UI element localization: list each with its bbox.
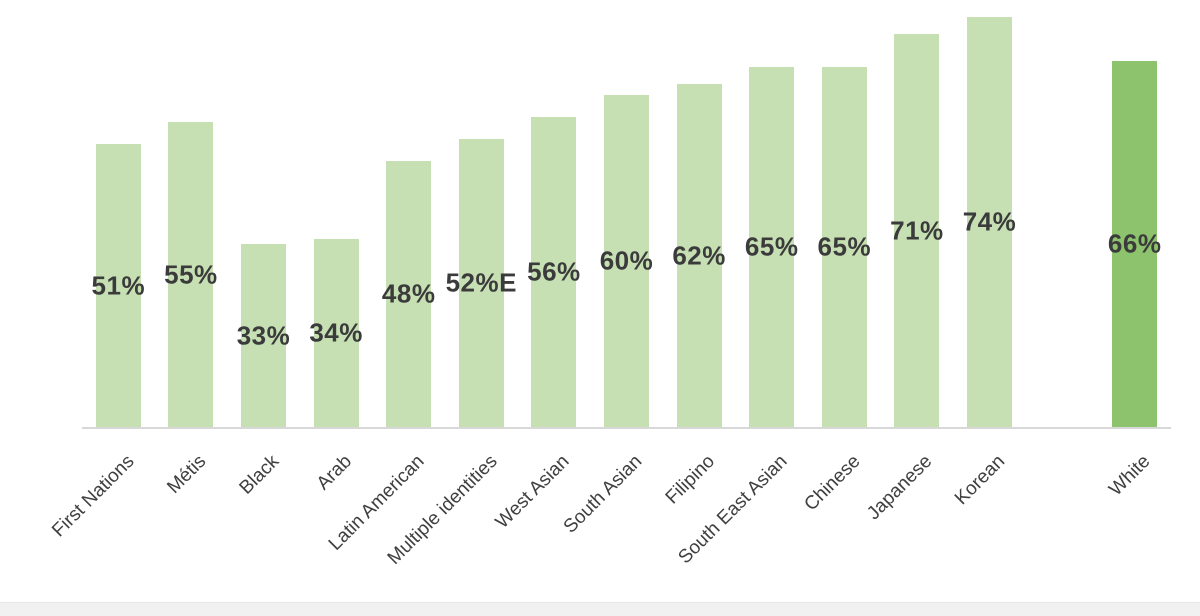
bar-black [241, 244, 286, 427]
bar-value-label-south-asian: 60% [599, 245, 654, 276]
bar-value-label-japanese: 71% [890, 215, 944, 245]
bar-japanese [894, 34, 940, 427]
bar-latin-american [386, 161, 432, 427]
bar-value-label-first-nations: 51% [91, 270, 146, 300]
bar-filipino [676, 84, 722, 427]
bar-chinese [821, 67, 867, 427]
bar-m-tis [168, 122, 214, 427]
bar-value-label-korean: 74% [962, 206, 1017, 237]
bar-value-label-m-tis: 55% [164, 259, 218, 289]
x-axis-label-south-asian: South Asian [559, 451, 647, 538]
x-axis-label-white: White [1105, 451, 1155, 501]
bar-multiple-identities [458, 139, 504, 427]
bar-value-label-west-asian: 56% [527, 256, 581, 287]
bar-south-asian [604, 95, 649, 427]
x-axis-label-chinese: Chinese [799, 451, 865, 516]
bar-value-label-latin-american: 48% [381, 278, 436, 309]
bar-value-label-arab: 34% [309, 317, 363, 348]
x-axis-label-m-tis: Métis [163, 451, 211, 498]
x-axis-label-arab: Arab [312, 451, 356, 495]
bar-value-label-white: 66% [1107, 228, 1162, 259]
x-axis-label-korean: Korean [951, 451, 1010, 510]
bar-value-label-south-east-asian: 65% [744, 231, 799, 262]
x-axis-label-japanese: Japanese [863, 451, 937, 525]
bar-value-label-chinese: 65% [817, 231, 872, 262]
bar-first-nations [95, 144, 141, 427]
x-axis-label-black: Black [235, 451, 284, 499]
bar-arab [313, 239, 359, 427]
bar-south-east-asian [749, 67, 795, 427]
x-axis-label-filipino: Filipino [661, 451, 719, 509]
x-axis-label-first-nations: First Nations [47, 451, 139, 542]
bottom-strip [0, 602, 1200, 616]
bar-white [1112, 61, 1158, 427]
bar-value-label-multiple-identities: 52%E [445, 267, 517, 298]
x-axis-line [82, 427, 1171, 429]
bar-korean [967, 17, 1012, 427]
bar-value-label-filipino: 62% [672, 240, 726, 270]
bar-value-label-black: 33% [236, 320, 291, 350]
bar-west-asian [531, 117, 577, 427]
